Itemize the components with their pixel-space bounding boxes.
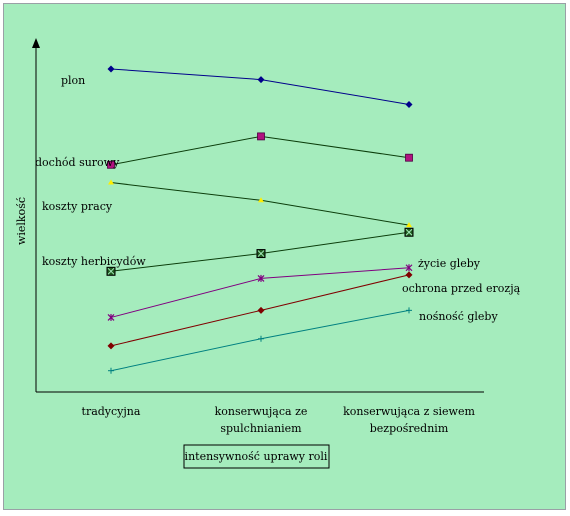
x-tick-label: tradycyjna <box>82 405 141 418</box>
x-tick-label: konserwująca z siewem bezpośrednim <box>343 405 475 435</box>
data-point <box>258 335 264 342</box>
square-marker-icon <box>107 160 115 169</box>
x-axis-label: intensywność uprawy roli <box>185 450 328 463</box>
data-point <box>107 342 115 350</box>
x-tick-label-line: bezpośrednim <box>370 422 449 435</box>
series-label: plon <box>61 74 85 87</box>
data-point <box>106 266 116 276</box>
data-point <box>108 367 114 374</box>
series-label: koszty herbicydów <box>42 255 146 268</box>
x-tick-label-line: tradycyjna <box>82 405 141 418</box>
diamond-marker-icon <box>257 76 265 84</box>
series-line <box>110 309 410 372</box>
x-tick-label-line: spulchnianiem <box>220 422 302 435</box>
data-point <box>257 132 265 141</box>
series-line <box>110 68 410 105</box>
box-x-marker-stroke <box>405 228 413 236</box>
data-point <box>405 264 413 272</box>
data-point <box>256 249 266 259</box>
x-tick-label: konserwująca ze spulchnianiem <box>215 405 308 435</box>
data-point <box>257 306 265 314</box>
data-point <box>107 65 115 73</box>
box-x-marker-stroke <box>107 267 115 275</box>
series-labels: plon dochód surowy koszty pracy koszty herb… <box>35 74 521 323</box>
series-label: dochód surowy <box>35 156 120 169</box>
x-axis-label-box <box>183 444 330 469</box>
series-label: ochrona przed erozją <box>402 282 521 295</box>
data-point <box>257 76 265 84</box>
data-point <box>404 227 414 237</box>
data-point <box>107 313 115 321</box>
diamond-marker-icon <box>405 271 413 279</box>
line-chart: wielkość intensywność uprawy roli tradyc… <box>15 38 521 469</box>
diamond-marker-icon <box>405 100 413 108</box>
y-axis-label: wielkość <box>15 197 28 245</box>
category-labels: tradycyjna konserwująca ze spulchnianiemko… <box>82 405 476 435</box>
square-marker-icon <box>257 132 265 141</box>
data-point <box>257 274 265 282</box>
diamond-marker-icon <box>107 342 115 350</box>
data-point <box>107 160 115 169</box>
square-marker-icon <box>405 153 413 162</box>
triangle-marker-icon <box>108 179 114 185</box>
y-axis-arrow-icon <box>32 38 40 48</box>
x-tick-label-line: konserwująca z siewem <box>343 405 475 418</box>
data-point <box>405 271 413 279</box>
series-label: nośność gleby <box>419 310 498 323</box>
data-point <box>406 307 412 314</box>
data-point <box>406 222 412 228</box>
chart-frame: wielkość intensywność uprawy roli tradyc… <box>3 3 566 510</box>
series-layer <box>106 65 414 374</box>
box-x-marker-stroke <box>257 250 265 257</box>
series-label: życie gleby <box>418 257 481 270</box>
x-tick-label-line: konserwująca ze <box>215 405 308 418</box>
triangle-marker-icon <box>406 222 412 228</box>
series-line <box>110 135 410 166</box>
data-point <box>405 100 413 108</box>
data-point <box>108 179 114 185</box>
series-line <box>110 182 410 226</box>
series-label: koszty pracy <box>42 200 113 213</box>
diamond-marker-icon <box>257 306 265 314</box>
diamond-marker-icon <box>107 65 115 73</box>
data-point <box>405 153 413 162</box>
triangle-marker-icon <box>258 197 264 203</box>
data-point <box>258 197 264 203</box>
